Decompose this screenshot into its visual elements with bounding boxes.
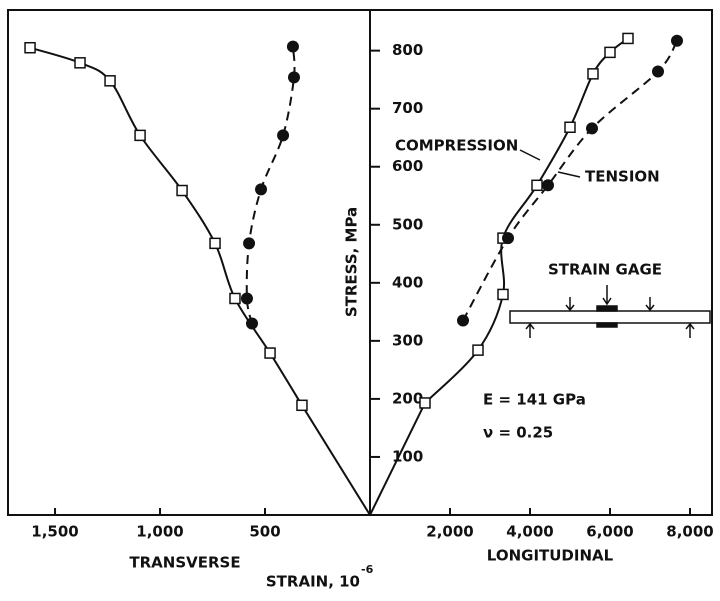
- compression-label: COMPRESSION: [395, 137, 518, 155]
- y-tick-label: 100: [392, 447, 423, 465]
- square-point: [497, 288, 509, 301]
- square-point: [564, 121, 576, 134]
- circle-point: [542, 179, 554, 192]
- square-point: [587, 68, 599, 80]
- circle-point: [586, 122, 598, 135]
- square-point: [229, 292, 241, 305]
- y-tick-label: 500: [392, 215, 423, 233]
- circle-point: [240, 292, 253, 305]
- square-point: [296, 399, 308, 412]
- square-point: [24, 41, 36, 54]
- curve-origin-segment: [369, 402, 426, 516]
- square-point: [176, 184, 188, 197]
- y-tick-label: 800: [392, 41, 423, 59]
- y-axis-label: STRESS, MPa: [343, 207, 361, 317]
- y-tick-label: 400: [392, 273, 423, 291]
- x-tick-label: 2,000: [426, 523, 473, 541]
- square-point: [419, 397, 431, 409]
- poisson-label: ν = 0.25: [483, 424, 553, 442]
- strain-gage-sketch: [509, 285, 711, 338]
- square-point: [531, 179, 543, 192]
- circle-point: [286, 40, 299, 53]
- modulus-label: E = 141 GPa: [483, 391, 586, 409]
- circle-point: [245, 317, 258, 330]
- square-point: [209, 237, 221, 250]
- tension-arrow: [557, 171, 581, 178]
- square-point: [264, 347, 276, 359]
- circle-point: [502, 232, 514, 245]
- circle-point: [457, 314, 469, 327]
- x-tick-label: 1,000: [136, 523, 183, 541]
- square-point: [74, 57, 86, 69]
- compression-arrow: [519, 149, 541, 161]
- square-point: [104, 75, 116, 87]
- x-axis-label: STRAIN, 10: [266, 573, 360, 591]
- tension-label: TENSION: [585, 168, 660, 186]
- circle-point: [255, 183, 268, 196]
- circle-point: [287, 71, 300, 84]
- circle-point: [671, 34, 683, 47]
- x-tick-label: 6,000: [586, 523, 633, 541]
- transverse-label: TRANSVERSE: [129, 554, 240, 572]
- circle-point: [652, 65, 664, 78]
- curve-origin-segment: [301, 404, 371, 516]
- x-axis-exponent: -6: [361, 563, 374, 576]
- square-point: [472, 344, 484, 356]
- plot-frame: [7, 9, 713, 516]
- square-point: [134, 129, 146, 142]
- circle-point: [243, 237, 256, 250]
- x-tick-label: 1,500: [31, 523, 78, 541]
- x-tick-label: 8,000: [666, 523, 713, 541]
- x-tick-label: 500: [249, 523, 280, 541]
- square-point: [604, 46, 616, 59]
- y-tick-label: 300: [392, 331, 423, 349]
- x-tick-label: 4,000: [506, 523, 553, 541]
- y-tick-label: 600: [392, 157, 423, 175]
- square-point: [622, 32, 634, 45]
- y-tick-label: 200: [392, 389, 423, 407]
- curve: [245, 46, 296, 324]
- curve: [424, 37, 629, 404]
- curve: [29, 46, 303, 406]
- strain-gage-label: STRAIN GAGE: [548, 261, 662, 279]
- y-tick-label: 700: [392, 99, 423, 117]
- longitudinal-label: LONGITUDINAL: [487, 547, 614, 565]
- circle-point: [277, 129, 290, 142]
